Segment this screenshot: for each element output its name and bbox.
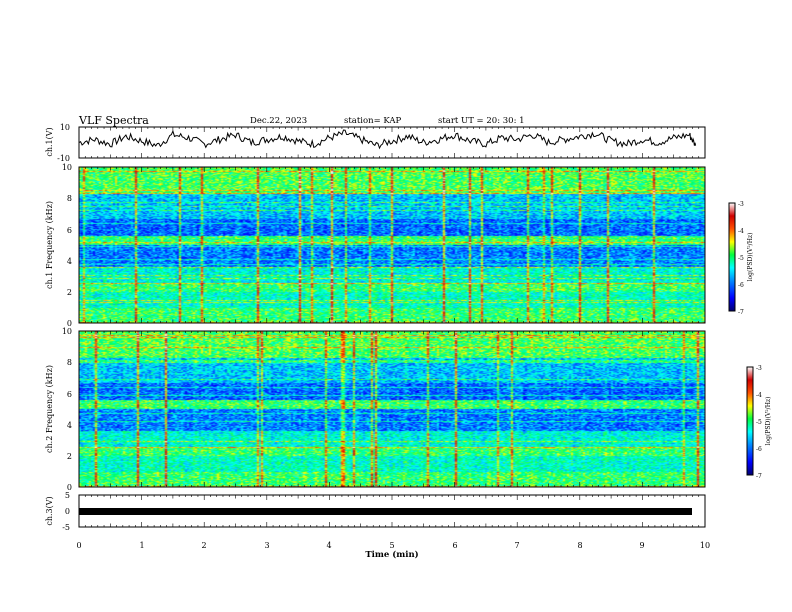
ch2-colorbar-ticks: -3 -4 -5 -6 -7 — [756, 365, 762, 480]
ch2-colorbar — [747, 367, 753, 475]
ch2-ytick-6: 6 — [67, 390, 72, 399]
ch1-ytick-4: 4 — [67, 257, 72, 266]
ch1-ytick-top: 10 — [60, 123, 70, 132]
xaxis-label: Time (min) — [365, 549, 418, 560]
cb1-tick-m6: -6 — [738, 282, 744, 289]
ch1-ytick-10: 10 — [62, 163, 72, 172]
xtick-9: 9 — [639, 541, 644, 550]
figure-title: VLF Spectra — [78, 114, 149, 127]
xtick-2: 2 — [201, 541, 206, 550]
ch2-ytick-8: 8 — [67, 358, 72, 367]
ch2-spectrogram-ticks — [78, 331, 706, 487]
ch2-spectrogram-image — [79, 331, 705, 487]
ch2-colorbar-label: log(PSD)(V²/Hz) — [765, 397, 772, 446]
ch1-colorbar-frame — [728, 202, 736, 312]
ch2-ytick-10: 10 — [62, 327, 72, 336]
ch2-ytick-4: 4 — [67, 421, 72, 430]
ch3-waveform-ticks — [78, 495, 706, 527]
ch3-ytick-bottom: -5 — [62, 523, 70, 532]
ch3-trace — [79, 508, 692, 515]
ch2-ytick-2: 2 — [67, 452, 72, 461]
ch3-ylabel: ch.3(V) — [45, 496, 54, 525]
ch1-ytick-bottom: -10 — [57, 154, 70, 163]
ch1-spectrogram-panel: 0 2 4 6 8 10 ch.1 Frequency (kHz) -3 -4 … — [45, 163, 754, 328]
ch1-ylabel: ch.1(V) — [45, 127, 54, 156]
cb1-tick-m4: -4 — [738, 228, 744, 235]
xtick-8: 8 — [577, 541, 582, 550]
xtick-0: 0 — [76, 541, 81, 550]
ch2-ytick-0: 0 — [67, 483, 72, 492]
ch2-spectrogram-panel: 0 2 4 6 8 10 ch.2 Frequency (kHz) -3 -4 … — [45, 327, 772, 492]
cb2-tick-m5: -5 — [756, 419, 762, 426]
ch2-colorbar-frame — [746, 366, 754, 476]
ch1-colorbar-label: log(PSD)(V²/Hz) — [747, 233, 754, 282]
xtick-7: 7 — [514, 541, 519, 550]
ch3-ytick-mid: 0 — [65, 507, 70, 516]
ch1-colorbar-ticks: -3 -4 -5 -6 -7 — [738, 201, 744, 316]
ch3-ytick-top: 5 — [65, 491, 70, 500]
ch1-ytick-6: 6 — [67, 226, 72, 235]
time-axis: 0 1 2 3 4 5 6 7 8 9 10 Time (min) — [76, 541, 710, 560]
ch1-freq-ylabel: ch.1 Frequency (kHz) — [45, 201, 54, 289]
cb1-tick-m3: -3 — [738, 201, 744, 208]
xtick-5: 5 — [389, 541, 394, 550]
xtick-10: 10 — [700, 541, 710, 550]
ch1-waveform-panel: 10 -10 ch.1(V) — [45, 123, 706, 163]
xtick-4: 4 — [326, 541, 331, 550]
ch1-trace — [78, 129, 697, 150]
cb2-tick-m7: -7 — [756, 473, 762, 480]
ch1-ytick-8: 8 — [67, 194, 72, 203]
cb1-tick-m7: -7 — [738, 309, 744, 316]
xtick-6: 6 — [452, 541, 457, 550]
ch1-freq-tick-labels: 0 2 4 6 8 10 — [62, 163, 72, 328]
ch3-waveform-panel: 5 0 -5 ch.3(V) — [45, 491, 706, 532]
start-time-label: start UT = 20: 30: 1 — [438, 116, 525, 126]
ch1-waveform-ticks — [78, 127, 706, 158]
date-label: Dec.22, 2023 — [250, 116, 307, 126]
ch1-ytick-0: 0 — [67, 319, 72, 328]
ch2-freq-ylabel: ch.2 Frequency (kHz) — [45, 365, 54, 453]
cb2-tick-m6: -6 — [756, 446, 762, 453]
ch1-colorbar — [729, 203, 735, 311]
ch2-freq-tick-labels: 0 2 4 6 8 10 — [62, 327, 72, 492]
xtick-1: 1 — [139, 541, 144, 550]
cb2-tick-m3: -3 — [756, 365, 762, 372]
xtick-3: 3 — [264, 541, 269, 550]
cb2-tick-m4: -4 — [756, 392, 762, 399]
ch1-spectrogram-ticks — [78, 167, 706, 323]
station-label: station= KAP — [344, 116, 402, 126]
ch1-ytick-2: 2 — [67, 288, 72, 297]
ch1-spectrogram-image — [79, 167, 705, 323]
cb1-tick-m5: -5 — [738, 255, 744, 262]
